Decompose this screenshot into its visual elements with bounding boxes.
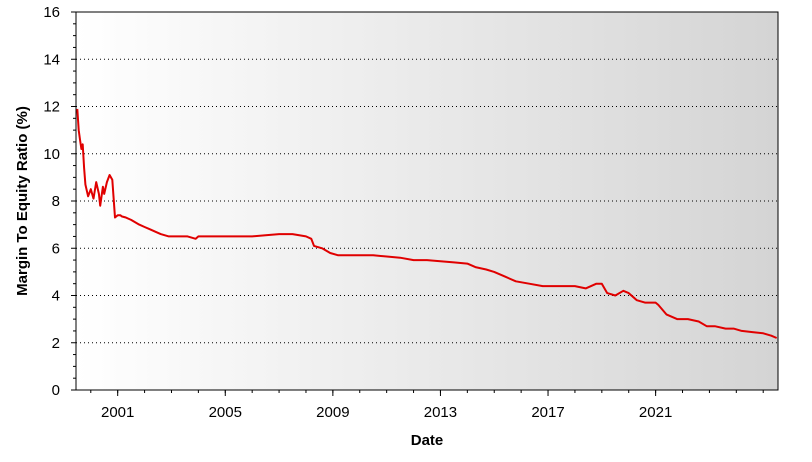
- y-tick-label: 16: [43, 4, 60, 21]
- series-line: [76, 108, 778, 339]
- y-tick-label: 10: [43, 146, 60, 163]
- y-tick-label: 12: [43, 99, 60, 116]
- x-tick-label: 2021: [639, 404, 672, 421]
- x-tick-label: 2013: [424, 404, 457, 421]
- y-tick-label: 8: [52, 193, 60, 210]
- x-tick-label: 2001: [101, 404, 134, 421]
- x-tick-label: 2009: [316, 404, 349, 421]
- y-tick-label: 4: [52, 288, 60, 305]
- x-tick-label: 2005: [209, 404, 242, 421]
- y-tick-label: 6: [52, 240, 60, 257]
- y-axis-title: Margin To Equity Ratio (%): [14, 106, 31, 296]
- y-tick-label: 2: [52, 335, 60, 352]
- y-tick-label: 14: [43, 51, 60, 68]
- axes: 0 2 4 6 8 10 12 14 16 2001 2005 2009 2013 2017 2021: [43, 4, 764, 421]
- x-axis-title: Date: [411, 432, 444, 449]
- x-tick-label: 2017: [531, 404, 564, 421]
- grid-lines: [76, 58, 778, 344]
- series-layer: [76, 108, 778, 339]
- y-tick-label: 0: [52, 382, 60, 399]
